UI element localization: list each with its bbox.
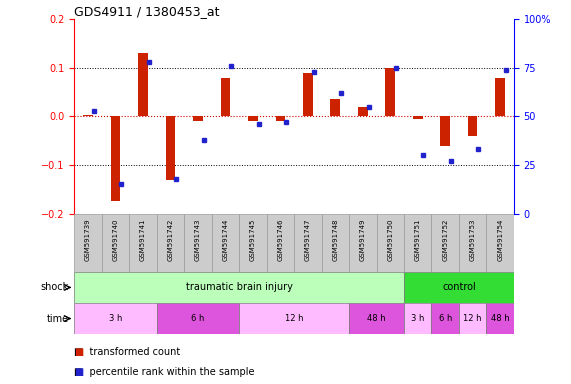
Text: GSM591741: GSM591741 [140,218,146,261]
Text: GSM591746: GSM591746 [278,218,283,261]
Text: GDS4911 / 1380453_at: GDS4911 / 1380453_at [74,5,220,18]
Text: control: control [442,282,476,293]
Bar [156,214,184,272]
Bar [184,214,212,272]
Bar [129,214,156,272]
Text: GSM591752: GSM591752 [442,218,448,261]
Text: GSM591739: GSM591739 [85,218,91,261]
Bar [74,303,156,334]
Text: 6 h: 6 h [439,314,452,323]
Text: ■: ■ [74,346,83,357]
Text: GSM591749: GSM591749 [360,218,366,261]
Bar [239,214,267,272]
Text: 48 h: 48 h [491,314,509,323]
Bar [404,272,514,303]
Text: GSM591753: GSM591753 [470,218,476,261]
Bar [102,214,129,272]
Bar [74,214,102,272]
Bar [220,78,230,116]
Bar [193,116,203,121]
Bar [486,303,514,334]
Bar [404,214,432,272]
Text: GSM591743: GSM591743 [195,218,201,261]
Bar [111,116,120,202]
Bar [349,303,404,334]
Bar [212,214,239,272]
Text: 3 h: 3 h [108,314,122,323]
Bar [166,116,175,180]
Bar [74,272,404,303]
Bar [404,303,432,334]
Bar [321,214,349,272]
Bar [267,214,294,272]
Text: GSM591740: GSM591740 [112,218,118,261]
Bar [156,303,239,334]
Text: GSM591751: GSM591751 [415,218,421,261]
Bar [440,116,450,146]
Bar [376,214,404,272]
Bar [138,53,148,116]
Text: GSM591747: GSM591747 [305,218,311,261]
Bar [496,78,505,116]
Text: shock: shock [41,282,69,293]
Text: 6 h: 6 h [191,314,204,323]
Bar [349,214,376,272]
Text: GSM591754: GSM591754 [497,218,503,261]
Bar [432,303,459,334]
Text: 3 h: 3 h [411,314,424,323]
Bar [385,68,395,116]
Text: time: time [46,313,69,324]
Bar [303,73,312,116]
Bar [459,303,486,334]
Bar [294,214,321,272]
Bar [459,214,486,272]
Text: 48 h: 48 h [367,314,386,323]
Text: 12 h: 12 h [464,314,482,323]
Text: ■  percentile rank within the sample: ■ percentile rank within the sample [74,366,255,377]
Text: ■: ■ [74,366,83,377]
Bar [331,99,340,116]
Text: 12 h: 12 h [285,314,303,323]
Text: GSM591745: GSM591745 [250,218,256,261]
Bar [486,214,514,272]
Bar [248,116,258,121]
Text: GSM591744: GSM591744 [222,218,228,261]
Bar [358,107,368,116]
Text: ■  transformed count: ■ transformed count [74,346,180,357]
Text: GSM591742: GSM591742 [167,218,174,261]
Text: GSM591748: GSM591748 [332,218,338,261]
Bar [239,303,349,334]
Text: traumatic brain injury: traumatic brain injury [186,282,292,293]
Bar [276,116,285,121]
Bar [468,116,477,136]
Text: GSM591750: GSM591750 [387,218,393,261]
Bar [432,214,459,272]
Bar [413,116,423,119]
